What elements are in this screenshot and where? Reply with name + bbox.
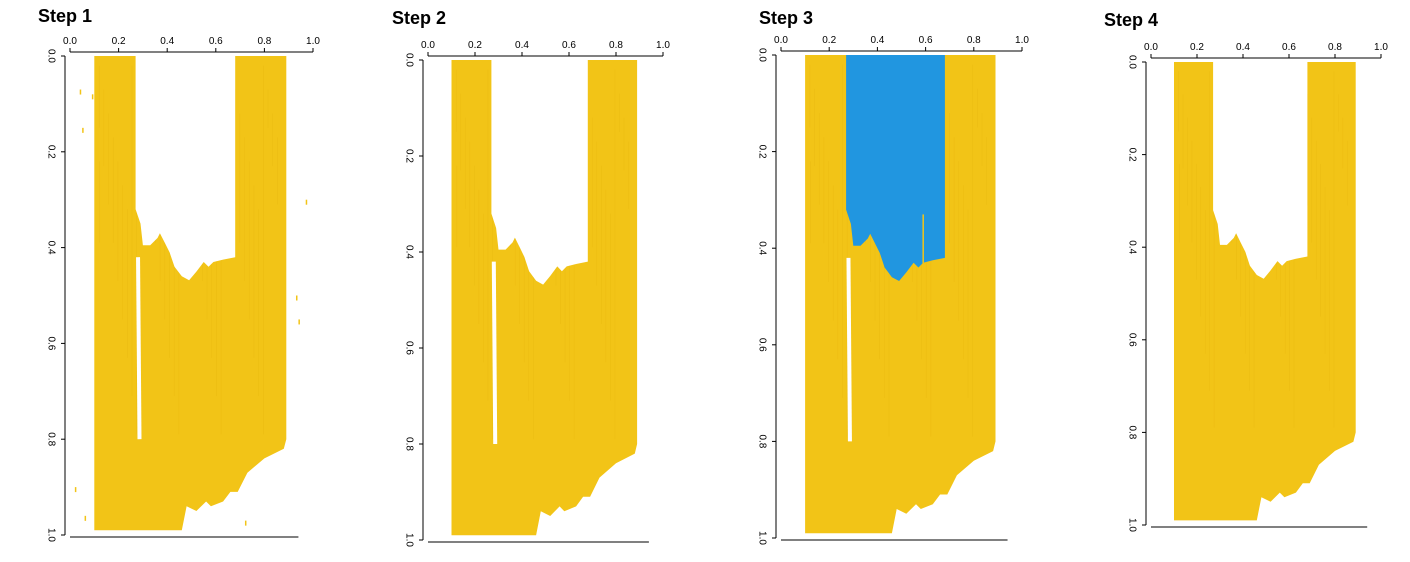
y-tick-label: 0.0 xyxy=(756,48,767,62)
x-tick-label: 0.0 xyxy=(421,40,435,51)
x-tick-label: 0.0 xyxy=(63,36,77,47)
white-strip xyxy=(846,257,852,442)
panel-step-3: 0.0 0.2 0.4 0.6 0.8 1.0 0.0 0.2 0.4 0.6 0.8 1.0 Ste… xyxy=(704,0,1056,557)
x-tick-label: 0.6 xyxy=(919,35,933,46)
x-tick-label: 0.8 xyxy=(967,35,981,46)
y-tick-label: 0.2 xyxy=(756,145,767,159)
y-tick-label: 0.6 xyxy=(45,336,56,350)
plot-area: 0.0 0.2 0.4 0.6 0.8 1.0 0.0 0.2 0.4 0.6 0.8 1.0 xyxy=(45,36,320,542)
panel-step-4: 0.0 0.2 0.4 0.6 0.8 1.0 0.0 0.2 0.4 0.6 0.8 1.0 Ste… xyxy=(1056,0,1410,557)
y-tick-label: 1.0 xyxy=(756,531,767,545)
y-tick-label: 0.2 xyxy=(45,145,56,159)
panel-step-1: 0.0 0.2 0.4 0.6 0.8 1.0 0.0 0.2 0.4 0.6 0.8 1.0 Ste… xyxy=(0,0,352,557)
x-tick-label: 1.0 xyxy=(1374,42,1388,53)
x-tick-label: 1.0 xyxy=(306,36,320,47)
x-tick-label: 0.8 xyxy=(257,36,271,47)
plot-area: 0.0 0.2 0.4 0.6 0.8 1.0 0.0 0.2 0.4 0.6 0.8 1.0 xyxy=(403,40,670,547)
panel-title: Step 4 xyxy=(1104,10,1159,30)
plot-area: 0.0 0.2 0.4 0.6 0.8 1.0 0.0 0.2 0.4 0.6 0.8 1.0 xyxy=(756,35,1029,545)
y-tick-label: 0.2 xyxy=(403,149,414,163)
white-strip xyxy=(491,261,498,445)
y-tick-label: 0.2 xyxy=(1126,148,1137,162)
notch-region xyxy=(135,56,236,281)
selected-region xyxy=(846,55,945,281)
panel-title: Step 2 xyxy=(392,8,447,28)
y-tick-label: 0.0 xyxy=(1126,55,1137,69)
x-tick-label: 0.6 xyxy=(1282,42,1296,53)
x-tick-label: 0.2 xyxy=(1190,42,1204,53)
x-tick-label: 0.4 xyxy=(1236,42,1250,53)
x-tick-label: 0.2 xyxy=(112,36,126,47)
panel-step-2: 0.0 0.2 0.4 0.6 0.8 1.0 0.0 0.2 0.4 0.6 0.8 1.0 Ste… xyxy=(352,0,704,557)
white-strip xyxy=(136,257,142,440)
y-tick-label: 1.0 xyxy=(403,533,414,547)
y-tick-label: 0.4 xyxy=(45,241,56,255)
x-tick-label: 0.0 xyxy=(1144,42,1158,53)
noise-speckles xyxy=(74,89,308,526)
y-tick-label: 0.8 xyxy=(756,434,767,448)
notch-region xyxy=(1213,62,1308,279)
y-tick-label: 0.8 xyxy=(1126,425,1137,439)
y-tick-label: 0.0 xyxy=(45,49,56,63)
panel-title: Step 3 xyxy=(759,8,814,28)
y-tick-label: 0.6 xyxy=(1126,333,1137,347)
x-tick-label: 0.6 xyxy=(562,40,576,51)
x-tick-label: 0.2 xyxy=(822,35,836,46)
x-tick-label: 0.8 xyxy=(609,40,623,51)
x-tick-label: 0.4 xyxy=(870,35,884,46)
x-tick-label: 1.0 xyxy=(1015,35,1029,46)
plot-area: 0.0 0.2 0.4 0.6 0.8 1.0 0.0 0.2 0.4 0.6 0.8 1.0 xyxy=(1126,42,1388,532)
y-tick-label: 0.6 xyxy=(403,341,414,355)
x-tick-label: 0.6 xyxy=(209,36,223,47)
x-tick-label: 1.0 xyxy=(656,40,670,51)
y-tick-label: 0.8 xyxy=(403,437,414,451)
x-tick-label: 0.4 xyxy=(160,36,174,47)
x-tick-label: 0.4 xyxy=(515,40,529,51)
x-tick-label: 0.0 xyxy=(774,35,788,46)
y-tick-label: 0.4 xyxy=(756,241,767,255)
y-tick-label: 0.8 xyxy=(45,432,56,446)
y-tick-label: 0.6 xyxy=(756,338,767,352)
y-tick-label: 0.4 xyxy=(403,245,414,259)
y-tick-label: 1.0 xyxy=(45,528,56,542)
notch-region xyxy=(491,60,588,285)
x-tick-label: 0.2 xyxy=(468,40,482,51)
panel-title: Step 1 xyxy=(38,6,93,26)
y-tick-label: 0.0 xyxy=(403,53,414,67)
x-tick-label: 0.8 xyxy=(1328,42,1342,53)
y-tick-label: 0.4 xyxy=(1126,240,1137,254)
y-tick-label: 1.0 xyxy=(1126,518,1137,532)
